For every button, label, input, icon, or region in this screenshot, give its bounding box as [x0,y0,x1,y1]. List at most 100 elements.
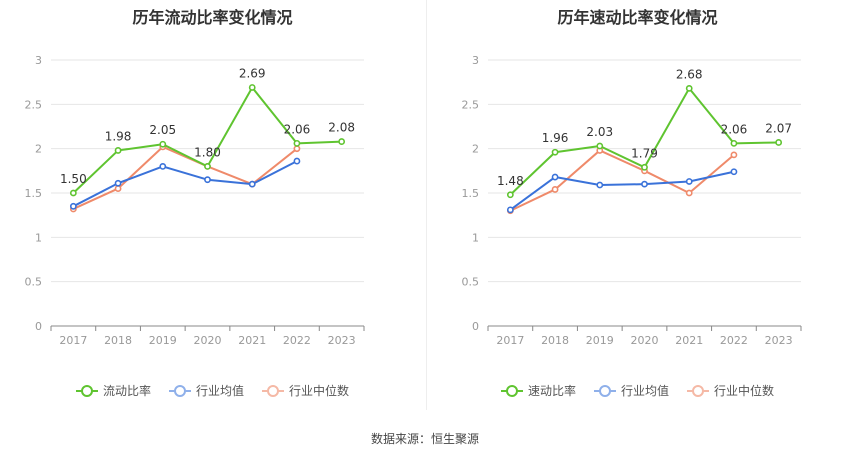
y-tick-label: 0.5 [25,276,43,289]
x-tick-label: 2018 [541,334,569,347]
data-point [159,140,167,148]
data-point [506,191,514,199]
legend-item-industry-median[interactable]: 行业中位数 [687,382,774,399]
data-point [293,145,301,153]
data-point [596,181,604,189]
data-label: 1.48 [497,174,524,188]
series-line-1 [72,160,298,208]
x-tick-label: 2022 [283,334,311,347]
x-tick-label: 2018 [104,334,132,347]
y-tick-label: 0 [472,320,479,333]
y-tick-label: 2.5 [462,98,480,111]
data-label: 2.03 [586,125,613,139]
data-point [204,162,211,170]
series-line-2 [72,145,298,210]
x-tick-label: 2017 [496,334,524,347]
data-source-note: 数据来源：恒生聚源 [370,432,479,446]
x-tick-label: 2021 [238,334,266,347]
x-tick-label: 2020 [631,334,659,347]
data-point [685,178,693,185]
legend-swatch-icon [593,384,616,397]
data-point [293,139,301,147]
legend-label: 流动比率 [102,384,151,398]
data-point [159,162,167,170]
legend-swatch-icon [168,384,191,397]
chart-title: 历年速动比率变化情况 [557,8,718,27]
y-tick-label: 2 [472,143,479,156]
data-point [506,206,514,214]
data-label: 2.08 [328,121,355,135]
legend-label: 行业均值 [620,384,669,398]
y-tick-label: 3 [472,54,479,67]
data-point [551,186,559,193]
y-tick-label: 1.5 [462,187,480,200]
data-point [204,176,211,184]
chart-panel-quick-ratio: 历年速动比率变化情况 0 0.5 1 1.5 2 2.5 3 2017 2018 2019 2020… [425,0,850,420]
data-point [338,138,346,145]
chart-panel-current-ratio: 历年流动比率变化情况 0 0.5 1 1.5 2 2.5 3 2017 2018 2019 2020… [0,0,425,420]
data-point [114,179,122,187]
data-point [114,147,122,154]
data-point [685,189,693,197]
x-tick-label: 2020 [194,334,222,347]
data-label: 2.68 [676,67,703,81]
data-point [730,168,738,176]
data-point [114,185,122,192]
data-label: 1.79 [631,146,658,160]
line-chart-current-ratio: 0 0.5 1 1.5 2 2.5 3 2017 2018 2019 2020 2021 2022 202… [25,54,365,347]
y-tick-label: 1.5 [25,187,43,200]
x-tick-label: 2019 [586,334,614,347]
data-point [641,180,648,188]
series-line-1 [509,170,735,211]
data-point [551,173,559,181]
data-point [69,189,77,197]
y-tick-label: 1 [472,231,479,244]
x-tick-label: 2017 [59,334,87,347]
data-label: 1.96 [542,131,569,145]
y-tick-label: 3 [35,54,42,67]
legend: 速动比率 行业均值 行业中位数 [425,382,850,399]
legend-label: 行业中位数 [714,384,775,398]
data-point [248,180,256,188]
legend-item-current-ratio[interactable]: 流动比率 [75,382,151,399]
data-point [775,139,783,146]
data-point [596,142,604,150]
legend-swatch-icon [262,384,284,397]
data-label: 1.50 [60,172,87,186]
x-tick-label: 2021 [675,334,703,347]
data-label: 2.07 [765,121,792,135]
y-tick-label: 0 [35,320,42,333]
data-label: 2.06 [721,122,748,136]
data-label: 1.98 [105,129,132,143]
legend-label: 速动比率 [527,384,576,398]
y-tick-label: 1 [35,231,42,244]
legend-swatch-icon [500,384,523,397]
data-point [551,148,559,156]
y-tick-label: 0.5 [462,276,480,289]
x-tick-label: 2023 [328,334,356,347]
y-tick-label: 2 [35,143,42,156]
data-point [641,163,648,171]
chart-title: 历年流动比率变化情况 [132,8,293,27]
legend-swatch-icon [75,384,98,397]
x-tick-label: 2019 [149,334,177,347]
y-tick-label: 2.5 [25,98,43,111]
legend-label: 行业均值 [195,384,244,398]
legend-item-industry-average[interactable]: 行业均值 [593,382,669,399]
data-point [293,157,301,165]
line-chart-quick-ratio: 0 0.5 1 1.5 2 2.5 3 2017 2018 2019 2020 2021 2022 202… [462,54,802,347]
panel-divider [426,0,427,410]
legend-label: 行业中位数 [289,384,350,398]
legend-item-industry-average[interactable]: 行业均值 [168,382,244,399]
legend-item-industry-median[interactable]: 行业中位数 [262,382,349,399]
series-line-2 [509,149,735,212]
legend-item-quick-ratio[interactable]: 速动比率 [500,382,576,399]
x-tick-label: 2022 [720,334,748,347]
legend: 流动比率 行业均值 行业中位数 [0,382,425,399]
data-point [69,202,77,210]
x-tick-label: 2023 [765,334,793,347]
data-label: 2.05 [149,123,176,137]
legend-swatch-icon [687,384,709,397]
data-point [248,84,256,91]
data-point [730,151,738,159]
